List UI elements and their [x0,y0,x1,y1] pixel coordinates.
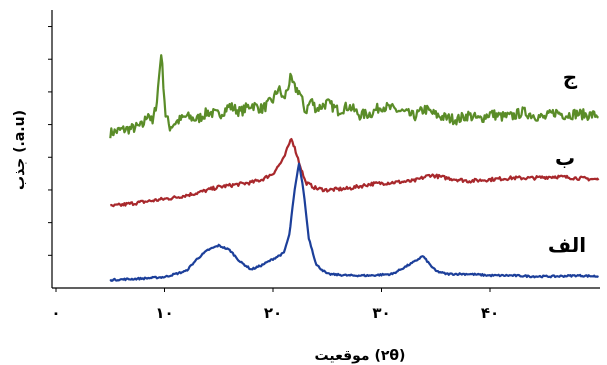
x-axis-ticks: ۰ ۱۰ ۲۰ ۳۰ ۴۰ [51,288,499,322]
x-tick-label: ۳۰ [372,304,390,322]
series-line [109,162,599,282]
series-line [109,54,599,139]
series-line [110,138,600,208]
series-label: الف [548,233,586,257]
x-tick-label: ۴۰ [481,304,499,322]
series-layer [109,54,600,282]
x-tick-label: ۰ [51,304,60,322]
x-tick-label: ۱۰ [155,304,173,322]
x-tick-label: ۲۰ [264,304,282,322]
series-label: ب [555,146,575,170]
series-label: ج [563,65,578,89]
y-axis-ticks [48,26,52,256]
series-labels: ج ب الف [548,65,586,257]
y-axis-title: (a.u.) جذب [12,110,28,190]
x-axis-title: (۲θ) موقعیت [315,348,406,364]
